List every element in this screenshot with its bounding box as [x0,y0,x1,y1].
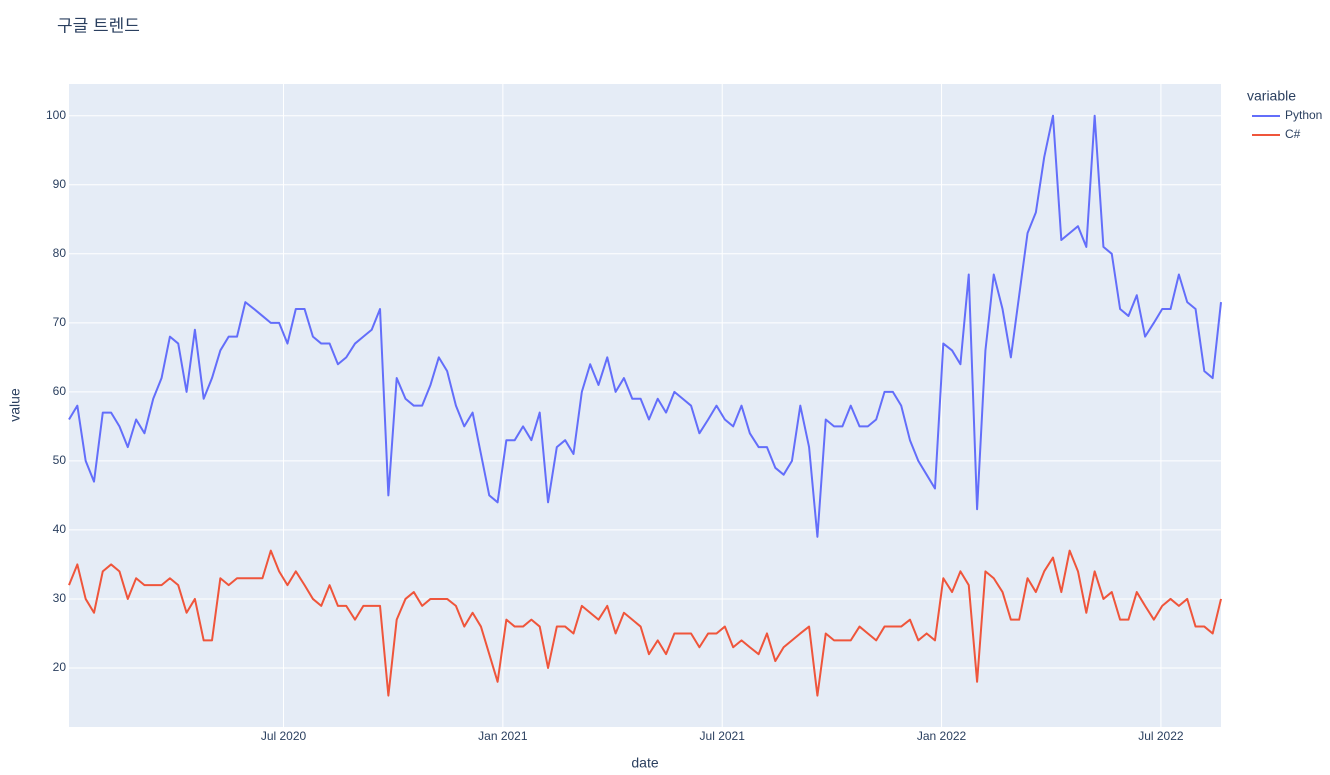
x-tick-label: Jan 2022 [917,729,967,743]
x-tick-label: Jul 2021 [700,729,746,743]
grid [69,84,1221,727]
y-tick-label: 40 [53,522,67,536]
legend-label[interactable]: Python [1285,108,1322,122]
y-tick-label: 30 [53,591,67,605]
y-axis-title: value [7,388,23,422]
series-line [68,114,1222,538]
x-tick-label: Jul 2020 [261,729,307,743]
x-tick-label: Jul 2022 [1138,729,1184,743]
y-tick-label: 80 [53,246,67,260]
legend-title: variable [1247,88,1296,104]
y-tick-label: 70 [53,315,67,329]
series-line [68,549,1222,697]
y-tick-label: 50 [53,453,67,467]
x-tick-label: Jan 2021 [478,729,528,743]
y-tick-label: 100 [46,108,66,122]
lines [68,114,1222,697]
chart-title: 구글 트렌드 [57,16,140,35]
y-tick-label: 90 [53,177,67,191]
y-tick-label: 60 [53,384,67,398]
legend-label[interactable]: C# [1285,127,1301,141]
y-tick-label: 20 [53,660,67,674]
x-axis-title: date [631,755,658,771]
legend: Python C# [1252,108,1322,141]
plot-area [69,84,1221,727]
